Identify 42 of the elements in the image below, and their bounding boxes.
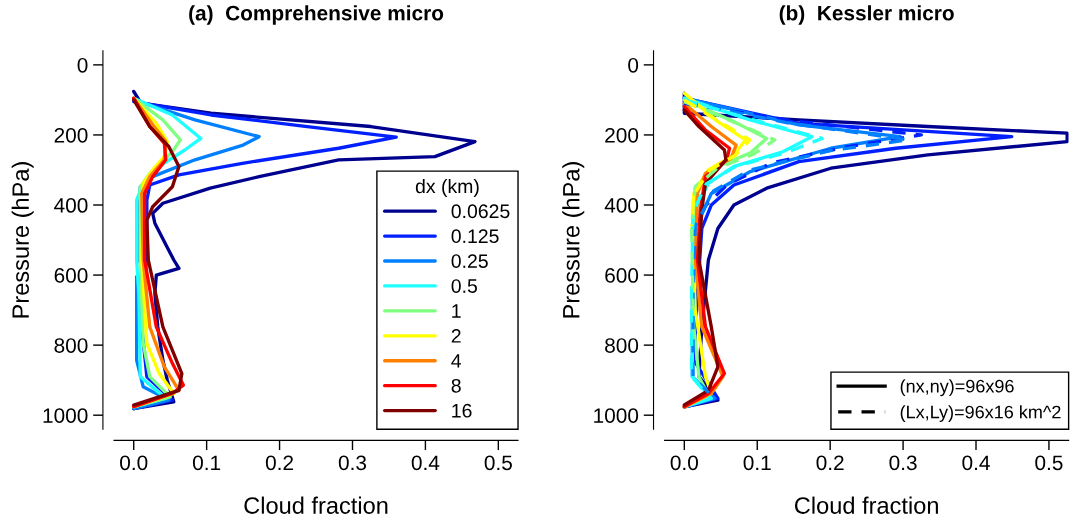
legend-label: 0.25: [451, 254, 488, 268]
legend-label: 0.0625: [451, 204, 510, 219]
x-tick-label: 0.1: [192, 455, 221, 471]
x-tick-label: 0.3: [338, 455, 367, 471]
legend-label: 0.5: [451, 279, 477, 293]
y-axis-title: Pressure (hPa): [562, 162, 585, 318]
legend-label: 16: [452, 403, 472, 418]
y-tick-label: 1000: [43, 408, 88, 423]
chart-title: (a) Comprehensive micro: [189, 5, 444, 25]
y-tick-label: 200: [605, 127, 639, 143]
x-tick-label: 0.5: [1035, 455, 1063, 471]
x-axis-title: Cloud fraction: [794, 496, 938, 514]
x-tick-label: 0.1: [743, 455, 771, 471]
legend-label: 1: [452, 304, 461, 318]
x-tick-label: 0.2: [265, 455, 293, 471]
chart-title: (b) Kessler micro: [779, 5, 954, 25]
y-tick-label: 600: [54, 268, 88, 283]
x-tick-label: 0.0: [120, 455, 148, 471]
x-axis-title: Cloud fraction: [244, 496, 388, 514]
y-tick-label: 400: [54, 198, 88, 213]
legend-label: 8: [451, 378, 461, 393]
y-tick-label: 800: [54, 338, 88, 353]
y-tick-label: 1000: [594, 408, 639, 423]
x-tick-label: 0.0: [670, 455, 698, 471]
legend-title: dx (km): [415, 178, 479, 198]
y-tick-label: 200: [54, 127, 88, 143]
x-tick-label: 0.2: [816, 455, 844, 471]
x-tick-label: 0.4: [962, 455, 990, 471]
legend-label: 0.125: [451, 229, 499, 244]
annotation: (nx,ny)=96x96: [900, 379, 1014, 397]
legend-label: 2: [451, 329, 461, 343]
y-axis-title: Pressure (hPa): [11, 162, 34, 318]
annotation: (Lx,Ly)=96x16 km^2: [900, 405, 1061, 422]
y-tick-label: 0: [77, 57, 88, 73]
y-tick-label: 600: [605, 268, 639, 283]
x-tick-label: 0.5: [484, 455, 512, 471]
x-tick-label: 0.4: [411, 455, 440, 471]
y-tick-label: 800: [605, 338, 639, 353]
x-tick-label: 0.3: [889, 455, 917, 471]
y-tick-label: 0: [628, 57, 639, 73]
y-tick-label: 400: [604, 198, 639, 213]
legend-label: 4: [451, 354, 462, 368]
